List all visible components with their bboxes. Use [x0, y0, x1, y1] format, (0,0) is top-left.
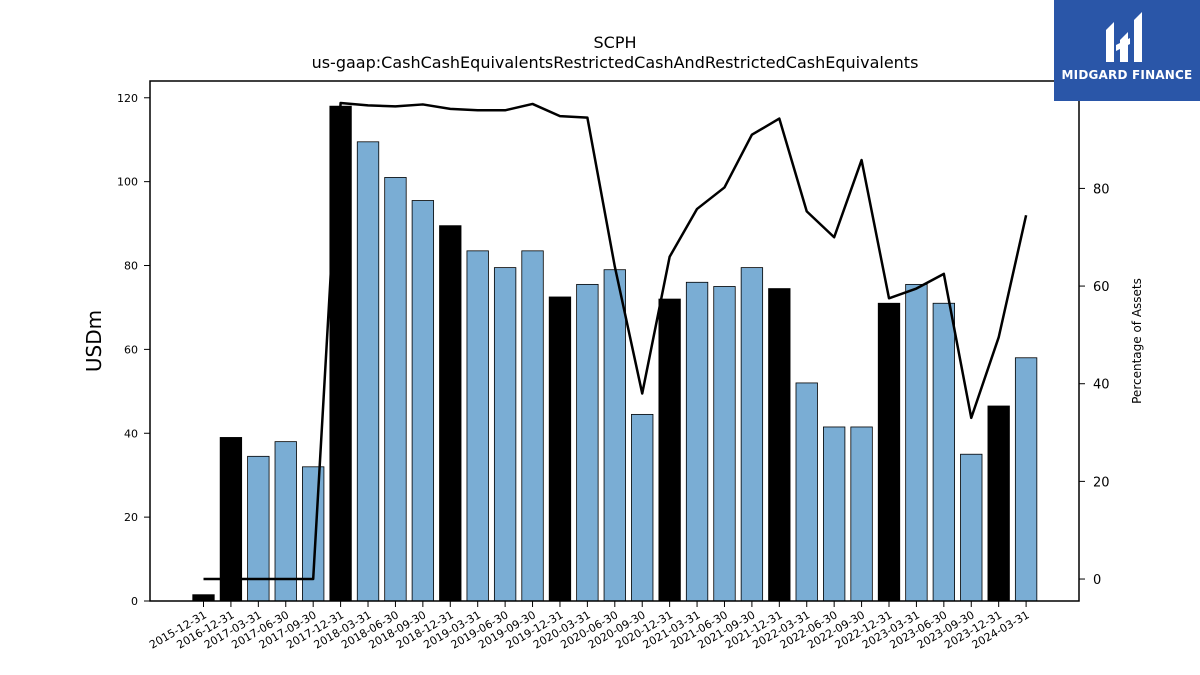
y-tick-label: 60 — [124, 343, 138, 356]
bar-2019-09-30 — [521, 250, 544, 602]
y2-tick-label: 20 — [1093, 475, 1110, 490]
bar-2022-12-31 — [877, 302, 901, 602]
bar-2017-06-30 — [274, 441, 297, 602]
percentage-line — [203, 101, 1028, 581]
bar-2016-12-31 — [219, 437, 243, 602]
y-tick-label: 120 — [117, 92, 138, 105]
bar-2015-12-31 — [192, 594, 215, 602]
y2-tick-label: 40 — [1093, 378, 1110, 393]
bar-2018-12-31 — [439, 225, 462, 602]
bar-2017-09-30 — [302, 466, 325, 602]
y2-tick-label: 0 — [1093, 573, 1101, 588]
bar-2021-12-31 — [768, 288, 791, 602]
y-tick-label: 100 — [117, 176, 138, 189]
logo-text: MIDGARD FINANCE — [1061, 68, 1193, 82]
mh-monogram-icon — [1054, 0, 1200, 101]
y-tick-label: 80 — [124, 260, 138, 273]
bar-2023-03-31 — [905, 283, 928, 602]
bar-2020-06-30 — [603, 269, 626, 602]
y-tick-label: 20 — [124, 511, 138, 524]
y-tick-label: 40 — [124, 427, 138, 440]
y-axis-right: 0 20 40 60 80 — [1079, 182, 1110, 588]
bar-2021-06-30 — [713, 286, 736, 602]
bar-2020-03-31 — [576, 283, 599, 602]
bar-2019-06-30 — [493, 267, 517, 602]
bar-2023-09-30 — [960, 453, 983, 602]
bar-2019-03-31 — [466, 250, 489, 602]
y-tick-label: 0 — [131, 595, 138, 608]
x-axis: 2015-12-312016-12-312017-03-312017-06-30… — [147, 601, 1032, 652]
y-axis-label: USDm — [82, 310, 106, 372]
bar-2024-03-31 — [1014, 357, 1038, 602]
y2-axis-label: Percentage of Assets — [1130, 278, 1144, 404]
bar-2020-09-30 — [631, 413, 654, 602]
chart-subtitle: us-gaap:CashCashEquivalentsRestrictedCas… — [312, 53, 919, 72]
bar-2022-03-31 — [795, 382, 818, 602]
bar-2023-06-30 — [932, 302, 955, 602]
y2-tick-label: 60 — [1093, 280, 1110, 295]
bar-2019-12-31 — [548, 296, 572, 602]
logo: MIDGARD FINANCE — [1054, 0, 1200, 101]
bar-2017-12-31 — [329, 105, 352, 602]
bar-2021-03-31 — [685, 281, 709, 602]
bar-2023-12-31 — [987, 405, 1010, 602]
bar-2020-12-31 — [658, 298, 681, 602]
y2-tick-label: 80 — [1093, 182, 1110, 197]
bar-2022-06-30 — [823, 426, 846, 602]
bar-series — [192, 105, 1038, 602]
chart-title: SCPH — [593, 33, 636, 52]
bar-2018-09-30 — [411, 200, 435, 602]
bar-2018-06-30 — [384, 177, 407, 602]
y-axis-left: 0 20 40 60 80 100 120 — [117, 92, 150, 608]
bar-2018-03-31 — [356, 141, 380, 602]
bar-2021-09-30 — [740, 267, 764, 602]
bar-2022-09-30 — [850, 426, 873, 602]
